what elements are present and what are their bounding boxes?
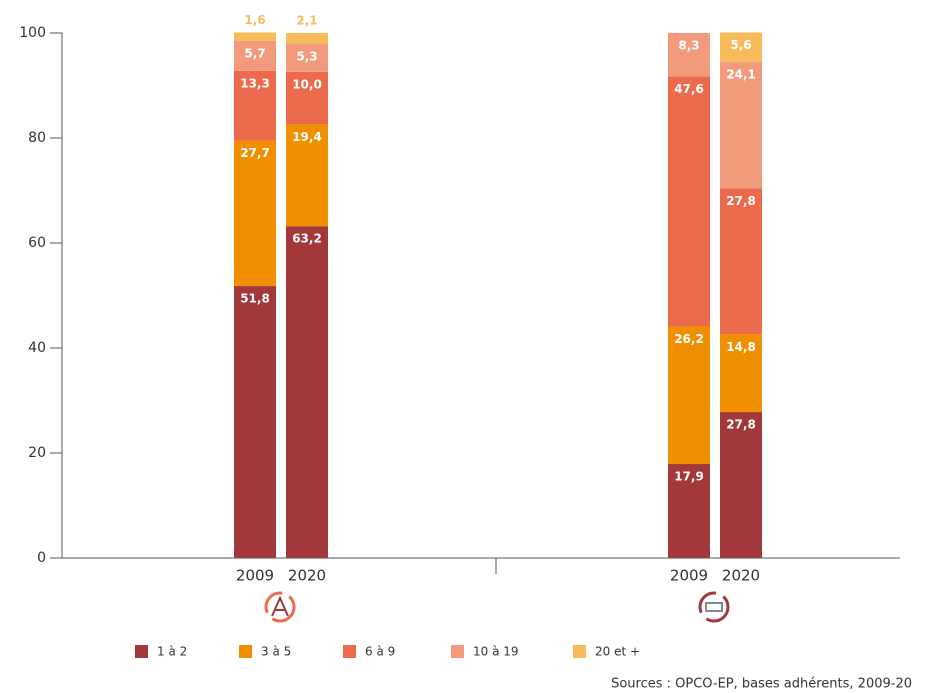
bar-segment bbox=[720, 334, 762, 413]
value-label: 2,1 bbox=[296, 14, 317, 28]
bar-segment bbox=[234, 40, 276, 71]
group-icon bbox=[698, 591, 730, 623]
legend-swatch bbox=[343, 645, 356, 658]
value-label: 1,6 bbox=[244, 13, 265, 27]
y-tick-label: 100 bbox=[19, 25, 46, 41]
y-tick-label: 40 bbox=[28, 340, 46, 356]
legend-label: 10 à 19 bbox=[473, 645, 519, 659]
y-tick-label: 0 bbox=[37, 550, 46, 566]
value-label: 8,3 bbox=[678, 39, 699, 53]
y-tick-label: 80 bbox=[28, 130, 46, 146]
legend-swatch bbox=[573, 645, 586, 658]
value-label: 27,7 bbox=[240, 146, 270, 160]
bar-segment bbox=[668, 76, 710, 327]
bar-segment bbox=[668, 326, 710, 465]
value-label: 5,6 bbox=[730, 38, 751, 52]
value-label: 27,8 bbox=[726, 194, 756, 208]
bar-segment bbox=[286, 44, 328, 72]
bar-segment bbox=[286, 124, 328, 227]
legend-swatch bbox=[135, 645, 148, 658]
legend-label: 20 et + bbox=[595, 645, 640, 659]
bar-segment bbox=[286, 226, 328, 558]
value-label: 5,3 bbox=[296, 50, 317, 64]
legend-swatch bbox=[451, 645, 464, 658]
x-tick-label: 2009 bbox=[670, 567, 708, 585]
bar-segment bbox=[234, 32, 276, 41]
value-label: 17,9 bbox=[674, 470, 704, 484]
bar-segment bbox=[720, 412, 762, 558]
value-label: 47,6 bbox=[674, 82, 704, 96]
source: Sources : OPCO-EP, bases adhérents, 2009… bbox=[611, 677, 912, 692]
legend-label: 1 à 2 bbox=[157, 645, 187, 659]
bar-segment bbox=[234, 70, 276, 141]
value-label: 19,4 bbox=[292, 130, 322, 144]
y-tick-label: 20 bbox=[28, 445, 46, 461]
bar-segment bbox=[234, 286, 276, 558]
x-tick-label: 2020 bbox=[288, 567, 326, 585]
bar-segment bbox=[286, 71, 328, 125]
bar-segment bbox=[668, 33, 710, 77]
bar-segment bbox=[720, 61, 762, 189]
group-icon bbox=[264, 591, 296, 623]
x-tick-label: 2020 bbox=[722, 567, 760, 585]
bar-segment bbox=[720, 188, 762, 335]
bar-segment bbox=[234, 140, 276, 287]
x-tick-label: 2009 bbox=[236, 567, 274, 585]
value-label: 24,1 bbox=[726, 67, 756, 81]
value-label: 5,7 bbox=[244, 46, 265, 60]
value-label: 27,8 bbox=[726, 418, 756, 432]
legend-label: 3 à 5 bbox=[261, 645, 291, 659]
legend-label: 6 à 9 bbox=[365, 645, 395, 659]
value-label: 10,0 bbox=[292, 77, 322, 91]
value-label: 51,8 bbox=[240, 292, 270, 306]
value-label: 14,8 bbox=[726, 340, 756, 354]
bar-segment bbox=[668, 464, 710, 558]
y-tick-label: 60 bbox=[28, 235, 46, 251]
value-label: 13,3 bbox=[240, 76, 270, 90]
bar-segment bbox=[286, 33, 328, 45]
value-label: 26,2 bbox=[674, 332, 704, 346]
legend-swatch bbox=[239, 645, 252, 658]
bar-segment bbox=[720, 32, 762, 62]
value-label: 63,2 bbox=[292, 232, 322, 246]
